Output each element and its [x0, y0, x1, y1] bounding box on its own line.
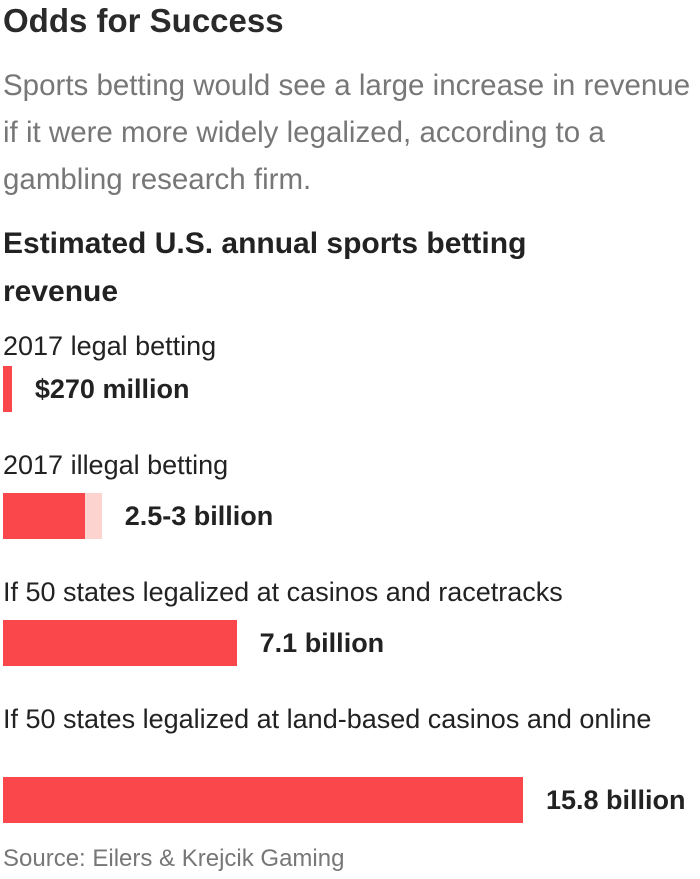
chart-title-main: Odds for Success [3, 2, 284, 39]
category-label: If 50 states legalized at land-based cas… [3, 704, 652, 734]
bar [3, 366, 12, 412]
bar [3, 777, 523, 823]
bar [3, 493, 86, 539]
chart-heading: Estimated U.S. annual sports betting rev… [3, 227, 527, 308]
bar-range [85, 493, 102, 539]
category-label: 2017 illegal betting [3, 450, 229, 480]
category-label: If 50 states legalized at casinos and ra… [3, 577, 563, 607]
source-note: Source: Eilers & Krejcik Gaming [3, 845, 345, 872]
value-label: $270 million [34, 374, 190, 404]
chart-subtitle: Sports betting would see a large increas… [3, 69, 691, 196]
value-label: 15.8 billion [546, 785, 686, 815]
value-label: 2.5-3 billion [124, 501, 274, 531]
value-label: 7.1 billion [259, 628, 385, 658]
bar [3, 620, 237, 666]
category-label: 2017 legal betting [3, 331, 217, 361]
